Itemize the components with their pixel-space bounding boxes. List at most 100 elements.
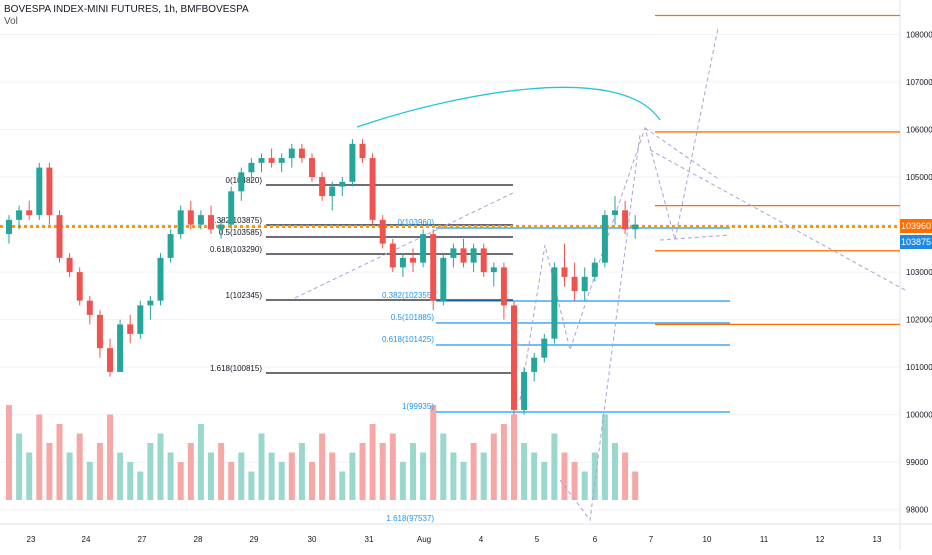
price-tick-label: 106000 xyxy=(906,126,932,135)
projection-path xyxy=(649,149,906,291)
candle-body xyxy=(470,248,477,263)
volume-bar xyxy=(36,414,43,500)
candle-body xyxy=(480,248,487,273)
time-tick-label: 29 xyxy=(250,535,259,544)
alt-price-tag-bg xyxy=(900,235,932,249)
candle-body xyxy=(157,257,164,301)
volume-bar xyxy=(591,452,598,500)
fib-blue-label: 1(99935) xyxy=(402,402,434,411)
price-tick-label: 101000 xyxy=(906,363,932,372)
candle-body xyxy=(6,219,12,235)
volume-bar xyxy=(450,452,457,500)
candle-body xyxy=(571,276,578,292)
volume-bar xyxy=(197,424,204,500)
chart-header: BOVESPA INDEX-MINI FUTURES, 1h, BMFBOVES… xyxy=(4,4,249,28)
volume-bar xyxy=(511,414,517,500)
fib-blue-label: 1.618(97537) xyxy=(386,514,434,523)
candle-body xyxy=(420,234,427,263)
volume-bar xyxy=(490,433,497,500)
price-tick-label: 98000 xyxy=(906,506,929,515)
volume-bar xyxy=(460,462,467,500)
time-tick-label: 31 xyxy=(365,535,374,544)
projection-path xyxy=(559,134,641,522)
volume-bar xyxy=(208,452,214,500)
volume-bar xyxy=(329,452,336,500)
volume-bar xyxy=(379,443,386,500)
volume-bar xyxy=(410,443,416,500)
volume-bar xyxy=(480,452,487,500)
trend-arc xyxy=(356,86,661,128)
candle-body xyxy=(298,148,305,159)
fib-level-label: 0.382(103875) xyxy=(210,216,262,225)
candle-body xyxy=(399,257,406,268)
volume-bar xyxy=(16,433,23,500)
volume-bar xyxy=(66,452,73,500)
volume-bar xyxy=(440,433,447,500)
candle-body xyxy=(521,371,528,410)
candle-body xyxy=(359,143,366,159)
price-tick-label: 108000 xyxy=(906,31,932,40)
candle-body xyxy=(440,257,447,301)
time-tick-label: 13 xyxy=(873,535,882,544)
projection-path xyxy=(294,191,516,299)
volume-label: Vol xyxy=(4,16,18,27)
candle-body xyxy=(561,267,568,277)
candle-body xyxy=(268,158,275,163)
candle-body xyxy=(622,210,629,230)
candle-body xyxy=(329,186,336,197)
volume-bar xyxy=(6,405,12,500)
volume-bar xyxy=(167,452,174,500)
candle-body xyxy=(410,257,416,263)
volume-bar xyxy=(349,452,356,500)
candle-body xyxy=(601,215,608,263)
candle-body xyxy=(137,305,144,334)
volume-bar xyxy=(117,452,124,500)
volume-bar xyxy=(339,471,346,500)
price-tick-label: 100000 xyxy=(906,411,932,420)
volume-bar xyxy=(319,433,326,500)
projection-path xyxy=(659,234,731,241)
time-tick-label: 7 xyxy=(649,535,654,544)
candle-body xyxy=(369,158,376,220)
candle-body xyxy=(500,267,507,306)
time-tick-label: 11 xyxy=(760,535,769,544)
candle-body xyxy=(531,357,538,372)
fib-blue-label: 0.382(102355) xyxy=(382,291,434,300)
volume-bar xyxy=(258,433,265,500)
candle-body xyxy=(187,210,194,225)
volume-bar xyxy=(127,462,134,500)
volume-bar xyxy=(561,452,568,500)
fib-level-label: 1.618(100815) xyxy=(210,364,262,373)
volume-bar xyxy=(96,443,103,500)
fib-level-label: 0.5(103585) xyxy=(219,228,262,237)
volume-bar xyxy=(430,405,437,500)
volume-bar xyxy=(541,462,548,500)
fib-level-label: 0.618(103290) xyxy=(210,245,262,254)
candle-body xyxy=(46,167,53,216)
volume-bar xyxy=(571,462,578,500)
volume-bar xyxy=(187,443,194,500)
candle-body xyxy=(591,262,598,277)
candle-body xyxy=(460,248,467,263)
time-tick-label: 23 xyxy=(27,535,36,544)
volume-bar xyxy=(76,433,83,500)
volume-bar xyxy=(137,471,144,500)
candle-body xyxy=(389,243,396,268)
candle-body xyxy=(278,158,285,163)
volume-bar xyxy=(601,414,608,500)
projection-path xyxy=(644,127,721,181)
volume-bar xyxy=(177,462,184,500)
time-tick-label: 12 xyxy=(816,535,825,544)
time-tick-label: 24 xyxy=(82,535,91,544)
candle-body xyxy=(541,338,548,358)
volume-bar xyxy=(268,452,275,500)
volume-bar xyxy=(531,452,538,500)
volume-bar xyxy=(288,452,295,500)
time-tick-label: 30 xyxy=(308,535,317,544)
fib-blue-label: 0.5(101885) xyxy=(391,313,434,322)
price-tick-label: 99000 xyxy=(906,458,929,467)
volume-bar xyxy=(369,424,376,500)
price-tick-label: 102000 xyxy=(906,316,932,325)
